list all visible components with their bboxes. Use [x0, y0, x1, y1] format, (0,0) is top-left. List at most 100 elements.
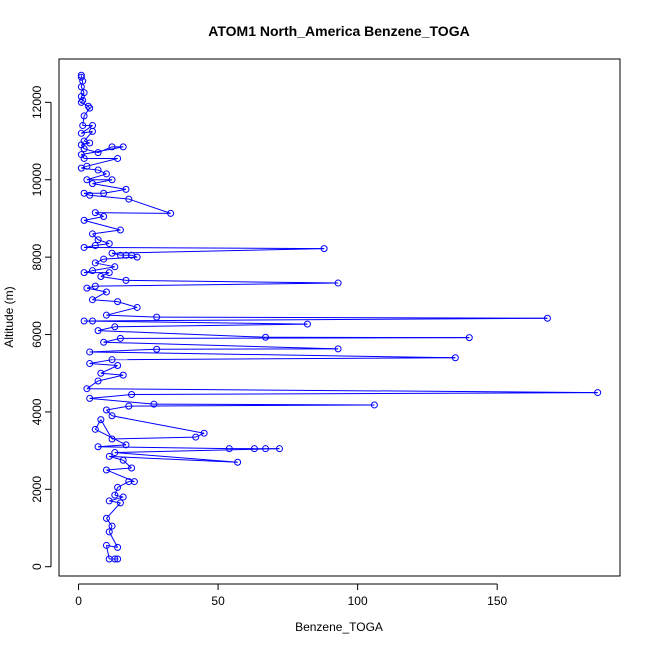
data-point	[102, 514, 110, 522]
series-line-segment	[112, 357, 456, 361]
data-point	[153, 345, 161, 353]
data-point	[108, 143, 116, 151]
series-line-segment	[100, 419, 113, 440]
data-point	[94, 327, 102, 335]
data-point	[100, 255, 108, 263]
series-line-segment	[86, 380, 99, 390]
x-tick-label: 0	[75, 594, 82, 608]
data-point	[119, 456, 127, 464]
series-line-segment	[94, 419, 102, 430]
data-point	[133, 303, 141, 311]
plot-area-border	[58, 58, 621, 577]
series-line-segment	[84, 320, 308, 325]
data-point	[86, 360, 94, 368]
data-point	[102, 311, 110, 319]
data-point	[94, 377, 102, 385]
series-line-segment	[81, 146, 124, 156]
data-point	[111, 555, 119, 563]
series-line-segment	[86, 285, 96, 289]
series-line-segment	[89, 363, 118, 366]
data-point	[234, 458, 242, 466]
data-point	[88, 180, 96, 188]
y-axis-label: Altitude (m)	[2, 286, 16, 347]
series-line-segment	[97, 169, 107, 175]
data-point	[77, 73, 85, 81]
data-point	[114, 483, 122, 491]
data-point	[100, 189, 108, 197]
data-point	[80, 216, 88, 224]
series-line-segment	[111, 415, 205, 434]
data-point	[119, 493, 127, 501]
data-point	[88, 267, 96, 275]
data-point	[114, 555, 122, 563]
series-line-segment	[103, 188, 127, 194]
data-point	[116, 334, 124, 342]
series-line-segment	[106, 405, 129, 411]
series-line-segment	[100, 272, 110, 277]
data-point	[150, 400, 158, 408]
series-line-segment	[195, 432, 205, 438]
data-point	[91, 259, 99, 267]
data-point	[320, 245, 328, 253]
series-line-segment	[80, 92, 85, 97]
series-line-segment	[84, 246, 325, 250]
data-point	[200, 429, 208, 437]
data-point	[111, 263, 119, 271]
data-point	[97, 416, 105, 424]
data-point	[100, 212, 108, 220]
series-line-segment	[122, 459, 132, 469]
data-point	[370, 401, 378, 409]
x-axis-label: Benzene_TOGA	[295, 620, 383, 634]
data-point	[111, 491, 119, 499]
series-line-segment	[92, 229, 121, 235]
data-point	[80, 317, 88, 325]
y-tick-label: 2000	[30, 476, 44, 503]
data-point	[77, 98, 85, 106]
series-line-segment	[92, 233, 99, 241]
series-line-segment	[89, 351, 456, 359]
series-line-segment	[125, 279, 339, 284]
data-point	[84, 102, 92, 110]
series-line-segment	[95, 282, 339, 287]
series-line-segment	[82, 115, 85, 126]
data-point	[116, 499, 124, 507]
data-point	[94, 236, 102, 244]
series-line-segment	[109, 455, 124, 461]
series-line-segment	[120, 337, 470, 339]
series-line-segment	[81, 130, 93, 134]
data-point	[114, 361, 122, 369]
series-line-segment	[103, 341, 339, 350]
series-line-segment	[106, 469, 135, 483]
y-tick-label: 12000	[30, 85, 44, 119]
data-point	[543, 314, 551, 322]
data-point	[79, 122, 87, 130]
data-point	[83, 284, 91, 292]
data-point	[102, 541, 110, 549]
data-point	[119, 143, 127, 151]
series-line-segment	[114, 487, 119, 496]
series-line-segment	[106, 518, 113, 527]
data-point	[102, 288, 110, 296]
data-point	[91, 242, 99, 250]
data-point	[167, 209, 175, 217]
data-point	[334, 345, 342, 353]
series-line-segment	[89, 359, 113, 365]
data-point	[97, 369, 105, 377]
data-point	[125, 195, 133, 203]
series-line-segment	[92, 183, 127, 190]
series-line-segment	[89, 394, 132, 399]
data-point	[91, 425, 99, 433]
data-point	[83, 385, 91, 393]
series-line-segment	[117, 481, 130, 488]
data-point	[86, 394, 94, 402]
series-line-segment	[95, 243, 110, 247]
data-point	[153, 313, 161, 321]
data-point	[102, 406, 110, 414]
series-layer	[77, 71, 602, 563]
series-line-segment	[89, 194, 129, 200]
x-tick-label: 150	[487, 594, 507, 608]
series-line-segment	[105, 545, 110, 560]
series-line-segment	[109, 496, 124, 502]
series-line-segment	[95, 212, 171, 214]
data-point	[111, 449, 119, 457]
